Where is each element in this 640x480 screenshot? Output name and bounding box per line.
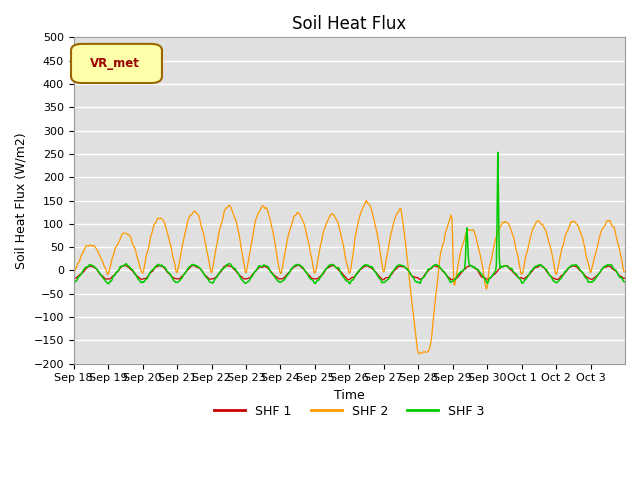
Y-axis label: Soil Heat Flux (W/m2): Soil Heat Flux (W/m2) <box>15 132 28 269</box>
SHF 2 <box>236 236 244 241</box>
Title: Soil Heat Flux: Soil Heat Flux <box>292 15 406 33</box>
Text: VR_met: VR_met <box>90 57 140 70</box>
SHF 2 <box>284 234 292 240</box>
SHF 1 <box>70 276 77 281</box>
SHF 2 <box>362 198 370 204</box>
Line: SHF 1: SHF 1 <box>74 265 625 280</box>
SHF 3 <box>621 279 629 285</box>
Legend: SHF 1, SHF 2, SHF 3: SHF 1, SHF 2, SHF 3 <box>209 400 490 423</box>
SHF 2 <box>134 259 142 264</box>
SHF 3 <box>407 272 415 278</box>
SHF 2 <box>621 269 629 275</box>
SHF 1 <box>294 262 302 268</box>
SHF 2 <box>70 271 77 277</box>
SHF 3 <box>284 272 292 277</box>
SHF 1 <box>284 271 292 276</box>
SHF 3 <box>134 276 142 282</box>
SHF 1 <box>438 268 446 274</box>
Line: SHF 3: SHF 3 <box>74 152 625 284</box>
SHF 3 <box>236 274 244 279</box>
FancyBboxPatch shape <box>71 44 162 83</box>
SHF 3 <box>263 264 271 269</box>
SHF 3 <box>438 267 445 273</box>
SHF 2 <box>438 243 446 249</box>
SHF 1 <box>621 275 629 281</box>
SHF 3 <box>346 281 353 287</box>
SHF 1 <box>134 274 142 280</box>
SHF 2 <box>415 351 423 357</box>
X-axis label: Time: Time <box>334 389 365 402</box>
SHF 3 <box>70 278 77 284</box>
SHF 1 <box>263 264 271 270</box>
SHF 2 <box>407 290 415 296</box>
SHF 3 <box>494 149 502 155</box>
Line: SHF 2: SHF 2 <box>74 201 625 354</box>
SHF 1 <box>379 277 387 283</box>
SHF 1 <box>408 273 415 278</box>
SHF 2 <box>263 206 271 212</box>
SHF 1 <box>236 273 244 278</box>
